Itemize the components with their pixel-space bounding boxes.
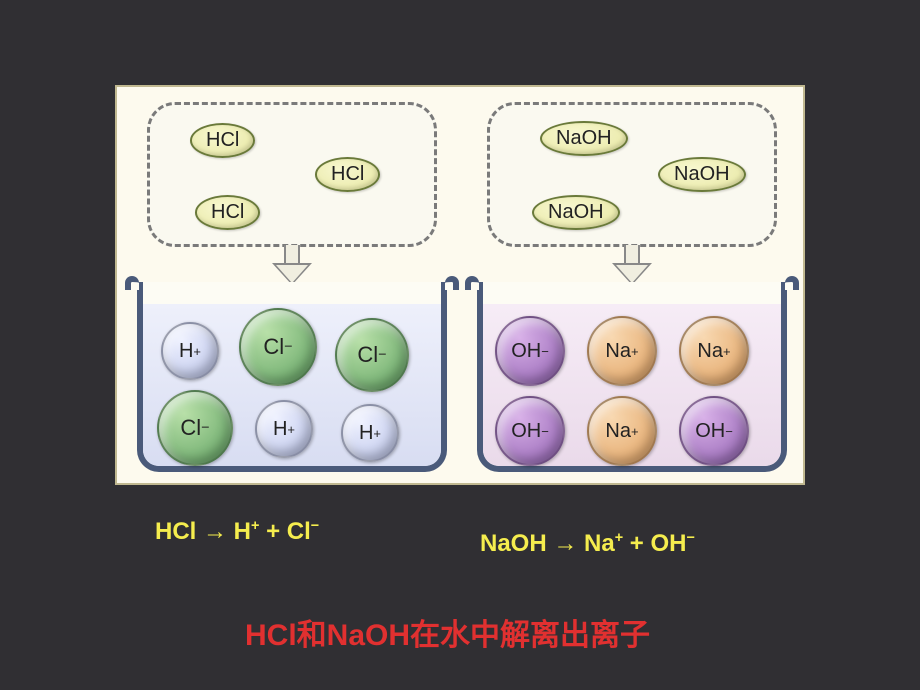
molecule-label: HCl	[195, 195, 260, 230]
ion-cl-minus: Cl−	[239, 308, 317, 386]
solution-hcl: H+Cl−Cl−Cl−H+H+	[143, 304, 441, 466]
molecule-cloud-hcl: HCl HCl HCl	[147, 102, 437, 247]
molecule-cloud-naoh: NaOH NaOH NaOH	[487, 102, 777, 247]
ion-h-plus: H+	[161, 322, 219, 380]
ion-oh-minus: OH−	[679, 396, 749, 466]
molecule-label: NaOH	[532, 195, 620, 230]
arrow-down-icon	[612, 245, 652, 287]
equation-hcl: HCl → H+ + Cl−	[155, 518, 319, 546]
panel-naoh: NaOH NaOH NaOH OH− Na+ Na+ OH− Na+ OH−	[467, 97, 797, 477]
beaker-hcl: H+Cl−Cl−Cl−H+H+	[137, 282, 447, 472]
molecule-label: HCl	[315, 157, 380, 192]
caption-text: HCl和NaOH在水中解离出离子	[245, 610, 650, 654]
equation-naoh: NaOH → Na+ + OH−	[480, 530, 695, 558]
ion-cl-minus: Cl−	[157, 390, 233, 466]
panel-hcl: HClHClHCl H+Cl−Cl−Cl−H+H+	[127, 97, 457, 477]
ion-oh-minus: OH−	[495, 316, 565, 386]
ion-na-plus: Na+	[587, 396, 657, 466]
ion-na-plus: Na+	[587, 316, 657, 386]
ion-cl-minus: Cl−	[335, 318, 409, 392]
molecule-label: NaOH	[540, 121, 628, 156]
ion-oh-minus: OH−	[495, 396, 565, 466]
ion-h-plus: H+	[341, 404, 399, 462]
caption-chinese: 在水中解离出离子	[410, 619, 650, 652]
beaker-naoh: OH− Na+ Na+ OH− Na+ OH−	[477, 282, 787, 472]
arrow-down-icon	[272, 245, 312, 287]
ion-h-plus: H+	[255, 400, 313, 458]
solution-naoh: OH− Na+ Na+ OH− Na+ OH−	[483, 304, 781, 466]
diagram-frame: HClHClHCl H+Cl−Cl−Cl−H+H+ NaOHNaOHNaOH O…	[115, 85, 805, 485]
molecule-label: NaOH	[658, 157, 746, 192]
caption-formula: HCl和NaOH	[245, 619, 410, 652]
ion-na-plus: Na+	[679, 316, 749, 386]
molecule-label: HCl	[190, 123, 255, 158]
